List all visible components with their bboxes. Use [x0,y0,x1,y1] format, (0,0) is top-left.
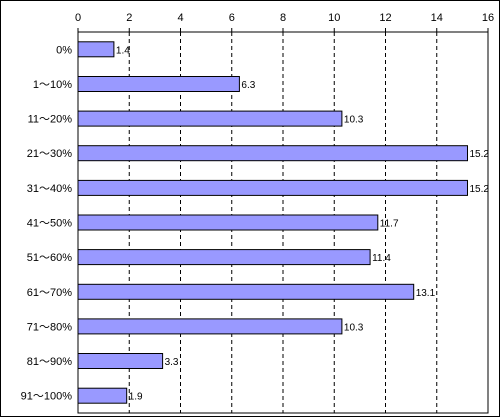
category-label: 41～50% [27,218,72,230]
value-label: 1.4 [116,45,130,56]
bar [77,179,468,196]
bar [77,283,415,300]
x-tick-label: 16 [482,12,494,24]
category-label: 91～100% [21,391,73,403]
category-label: 0% [56,44,72,56]
x-tick-label: 2 [126,12,132,24]
x-tick-label: 14 [431,12,443,24]
value-label: 15.2 [470,184,490,195]
plot-area-border [77,31,489,414]
x-tick-label: 12 [379,12,391,24]
category-label: 31～40% [27,183,72,195]
value-label: 10.3 [344,322,364,333]
category-label: 1～10% [33,79,72,91]
x-axis-ticks: 0 2 4 6 8 10 12 14 16 [75,12,494,32]
value-label: 11.4 [372,253,391,264]
category-label: 21～30% [27,148,72,160]
x-tick-label: 0 [75,12,81,24]
x-tick-label: 6 [229,12,235,24]
x-tick-label: 8 [280,12,286,24]
category-label: 81～90% [27,356,72,368]
bar [77,318,343,335]
category-label: 61～70% [27,287,72,299]
category-labels: 0% 1～10% 11～20% 21～30% 31～40% 41～50% 51～60% 61～… [21,44,73,402]
value-label: 15.2 [470,149,490,160]
bars [77,41,468,404]
bar [77,387,128,404]
x-tick-label: 4 [177,12,183,24]
value-label: 10.3 [344,115,364,126]
value-label: 3.3 [165,357,179,368]
bar [77,76,240,92]
category-label: 11～20% [28,114,73,126]
value-label: 6.3 [241,80,255,91]
bar [77,249,371,266]
x-tick-label: 10 [328,12,340,24]
bar [77,110,343,127]
category-label: 71～80% [27,321,72,333]
value-label: 1.9 [129,392,143,403]
bar [77,41,115,58]
bar [77,214,379,231]
value-label: 13.1 [416,288,436,299]
value-label: 11.7 [380,219,399,230]
value-labels: 1.4 6.3 10.3 15.2 15.2 11.7 11.4 13.1 10.3 3.3 1.9 [116,45,490,402]
bar [77,353,164,369]
category-label: 51～60% [27,252,72,264]
bar [77,145,468,162]
